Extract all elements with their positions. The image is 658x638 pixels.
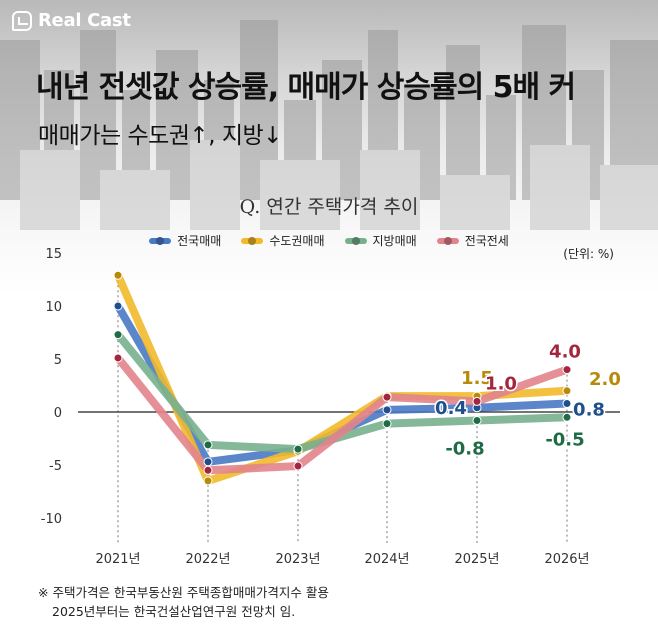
unit-label: (단위: %): [563, 247, 614, 261]
data-label: 1.0: [485, 373, 517, 394]
data-point: [562, 399, 572, 409]
x-tick-label: 2026년: [544, 552, 589, 567]
x-tick-label: 2024년: [364, 552, 409, 567]
y-tick-label: -5: [49, 459, 62, 474]
brand-name: Real Cast: [38, 10, 131, 31]
legend-swatch: [241, 237, 264, 244]
brand-logo: Real Cast: [12, 10, 131, 31]
data-point: [113, 330, 123, 340]
legend-label: 지방매매: [372, 234, 417, 248]
headline: 내년 전셋값 상승률, 매매가 상승률의 5배 커: [36, 70, 576, 105]
data-point: [472, 396, 482, 406]
data-label: 0.4: [435, 398, 467, 419]
legend-item: 지방매매: [344, 232, 417, 249]
data-point: [293, 444, 303, 454]
x-tick-label: 2021년: [95, 552, 140, 567]
x-tick-label: 2025년: [454, 552, 499, 567]
realcast-logo-icon: [12, 10, 32, 31]
data-point: [562, 386, 572, 396]
data-point: [562, 412, 572, 422]
legend-swatch: [344, 237, 367, 244]
footnote-line-1: ※ 주택가격은 한국부동산원 주택종합매매가격지수 활용: [38, 585, 329, 600]
legend-label: 전국매매: [177, 234, 222, 248]
data-point: [203, 457, 213, 467]
data-point: [113, 353, 123, 363]
legend-item: 수도권매매: [241, 232, 325, 249]
data-point: [472, 415, 482, 425]
data-label: 0.8: [573, 400, 605, 421]
legend-label: 수도권매매: [269, 234, 325, 248]
chart-title: Q. 연간 주택가격 추이: [239, 196, 419, 218]
legend-swatch: [436, 237, 459, 244]
data-point: [293, 461, 303, 471]
data-label: -0.5: [545, 429, 584, 450]
data-point: [203, 440, 213, 450]
data-point: [113, 270, 123, 280]
data-label: 2.0: [589, 369, 621, 390]
y-tick-label: 5: [54, 353, 62, 368]
x-tick-label: 2022년: [185, 552, 230, 567]
data-label: 4.0: [549, 342, 581, 363]
data-point: [113, 301, 123, 311]
subheadline: 매매가는 수도권↑, 지방↓: [38, 123, 282, 149]
chart-legend: 전국매매 수도권매매 지방매매 전국전세: [0, 232, 658, 249]
y-tick-label: 10: [45, 300, 62, 315]
legend-item: 전국매매: [149, 232, 221, 249]
legend-label: 전국전세: [464, 234, 509, 248]
data-label: -0.8: [445, 438, 484, 459]
data-point: [382, 419, 392, 429]
y-tick-label: -10: [41, 512, 62, 527]
series-line-4: [114, 353, 571, 475]
data-point: [382, 405, 392, 415]
legend-item: 전국전세: [436, 232, 509, 249]
data-point: [203, 476, 213, 486]
data-label: 1.5: [461, 368, 493, 389]
footnote-line-2: 2025년부터는 한국건설산업연구원 전망치 임.: [52, 604, 296, 619]
data-point: [382, 392, 392, 402]
y-tick-label: 0: [54, 406, 62, 421]
legend-swatch: [149, 237, 172, 244]
footnote: ※ 주택가격은 한국부동산원 주택종합매매가격지수 활용 2025년부터는 한국…: [38, 583, 329, 621]
city-skyline-background: [0, 20, 658, 230]
data-point: [203, 465, 213, 475]
y-tick-label: 15: [45, 247, 62, 262]
x-tick-label: 2023년: [275, 552, 320, 567]
data-point: [562, 365, 572, 375]
